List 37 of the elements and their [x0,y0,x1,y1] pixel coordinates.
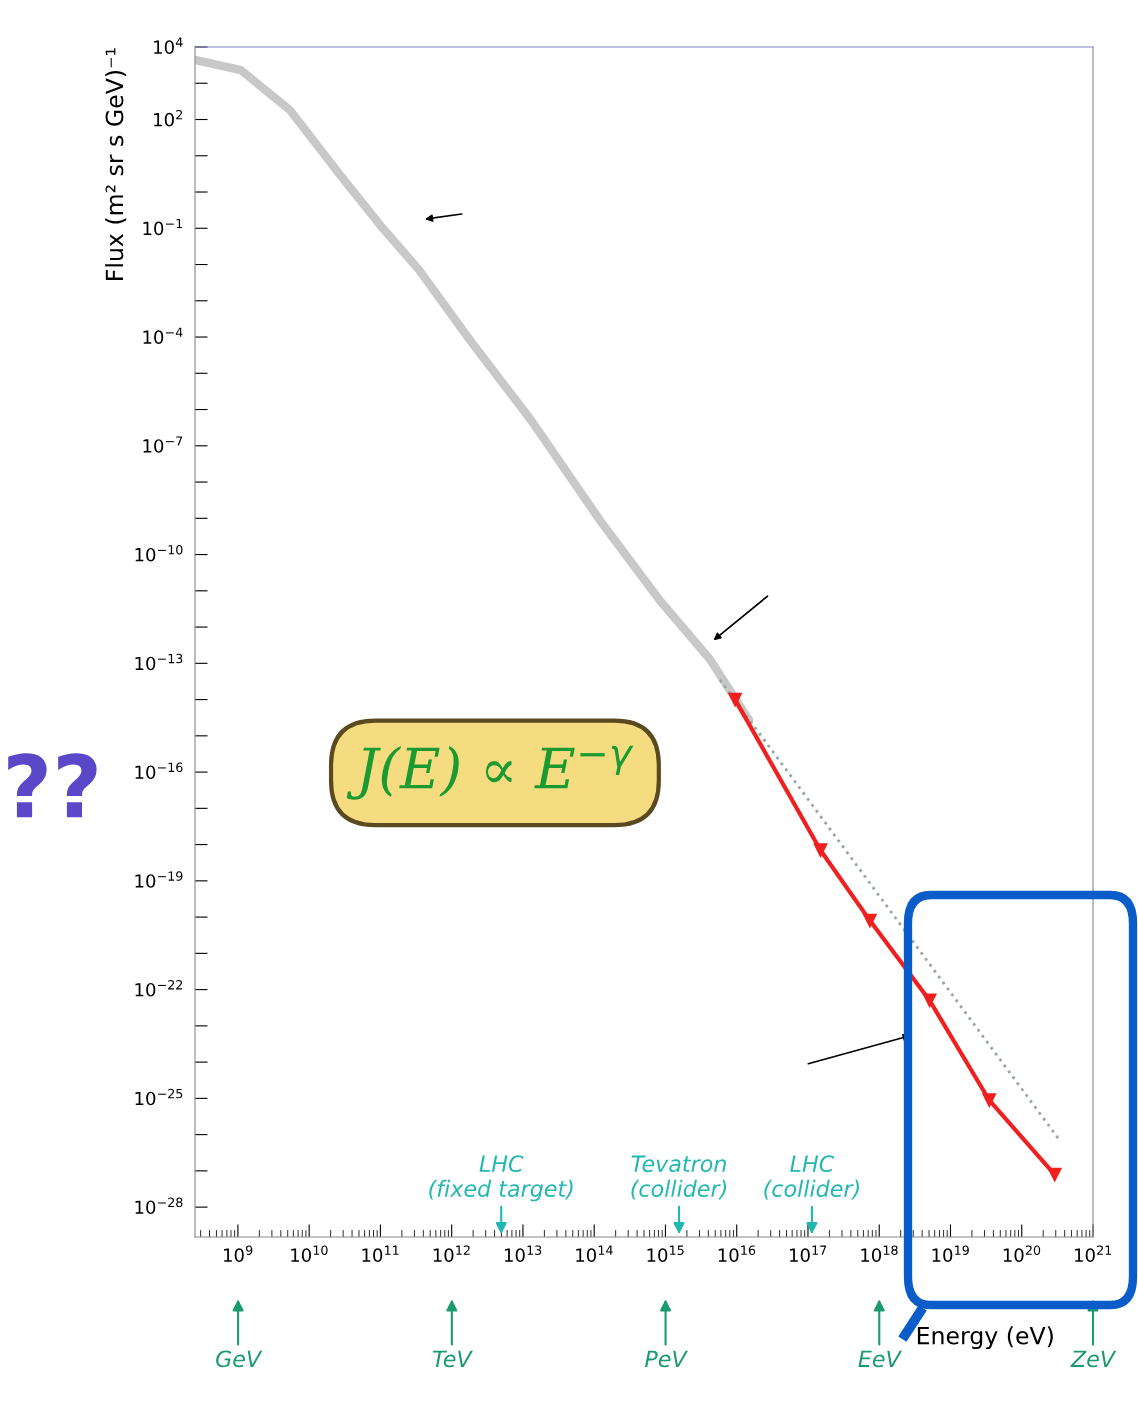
x-axis-title: Energy (eV) [917,1326,1053,1350]
annotation: LHC (collider) [764,1155,859,1200]
x-tick-label: 10$^{14}$ [576,1245,613,1262]
y-tick-label: 10$^{−28}$ [135,1197,183,1215]
x-tick-label: 10$^{19}$ [932,1245,969,1262]
x-tick-label: 10$^{11}$ [362,1245,399,1262]
annotation: Tevatron (collider) [631,1155,727,1200]
y-tick-label: 10$^{2}$ [154,109,183,127]
annotation: LHC (fixed target) [429,1155,573,1202]
y-tick-label: 10$^{−19}$ [135,871,183,888]
x-tick-label: 10$^{10}$ [291,1245,328,1262]
y-tick-label: 10$^{−22}$ [135,980,183,997]
text: ?? [8,753,97,818]
y-tick-label: 10$^{−16}$ [135,762,183,780]
y-tick-label: 10$^{−10}$ [135,544,183,562]
text: EeV [858,1350,903,1368]
x-tick-label: 10$^{20}$ [1003,1245,1041,1262]
y-tick-label: 10$^{4}$ [154,37,183,54]
text: TeV [432,1350,473,1368]
x-tick-label: 10$^{15}$ [647,1245,684,1262]
x-tick-label: 10$^{21}$ [1075,1245,1112,1262]
text: PeV [645,1350,688,1368]
x-tick-label: 10$^{17}$ [790,1245,827,1262]
text: GeV [216,1350,263,1368]
x-tick-label: 10$^{18}$ [861,1245,898,1262]
y-tick-label: 10$^{−7}$ [143,436,183,453]
x-tick-label: 10$^{9}$ [224,1245,253,1262]
x-tick-label: 10$^{16}$ [718,1245,756,1262]
x-tick-label: 10$^{13}$ [504,1245,542,1262]
text: ZeV [1070,1350,1117,1368]
y-axis-title: Flux (m² sr s GeV)⁻¹ [105,48,127,280]
y-tick-label: 10$^{−13}$ [135,653,183,671]
x-tick-label: 10$^{12}$ [433,1245,470,1262]
y-tick-label: 10$^{−4}$ [143,327,183,345]
y-tick-label: 10$^{−1}$ [143,218,183,236]
annotation: J(E) ∝ E$^{−γ}$ [346,745,634,800]
y-tick-label: 10$^{−25}$ [135,1088,183,1106]
